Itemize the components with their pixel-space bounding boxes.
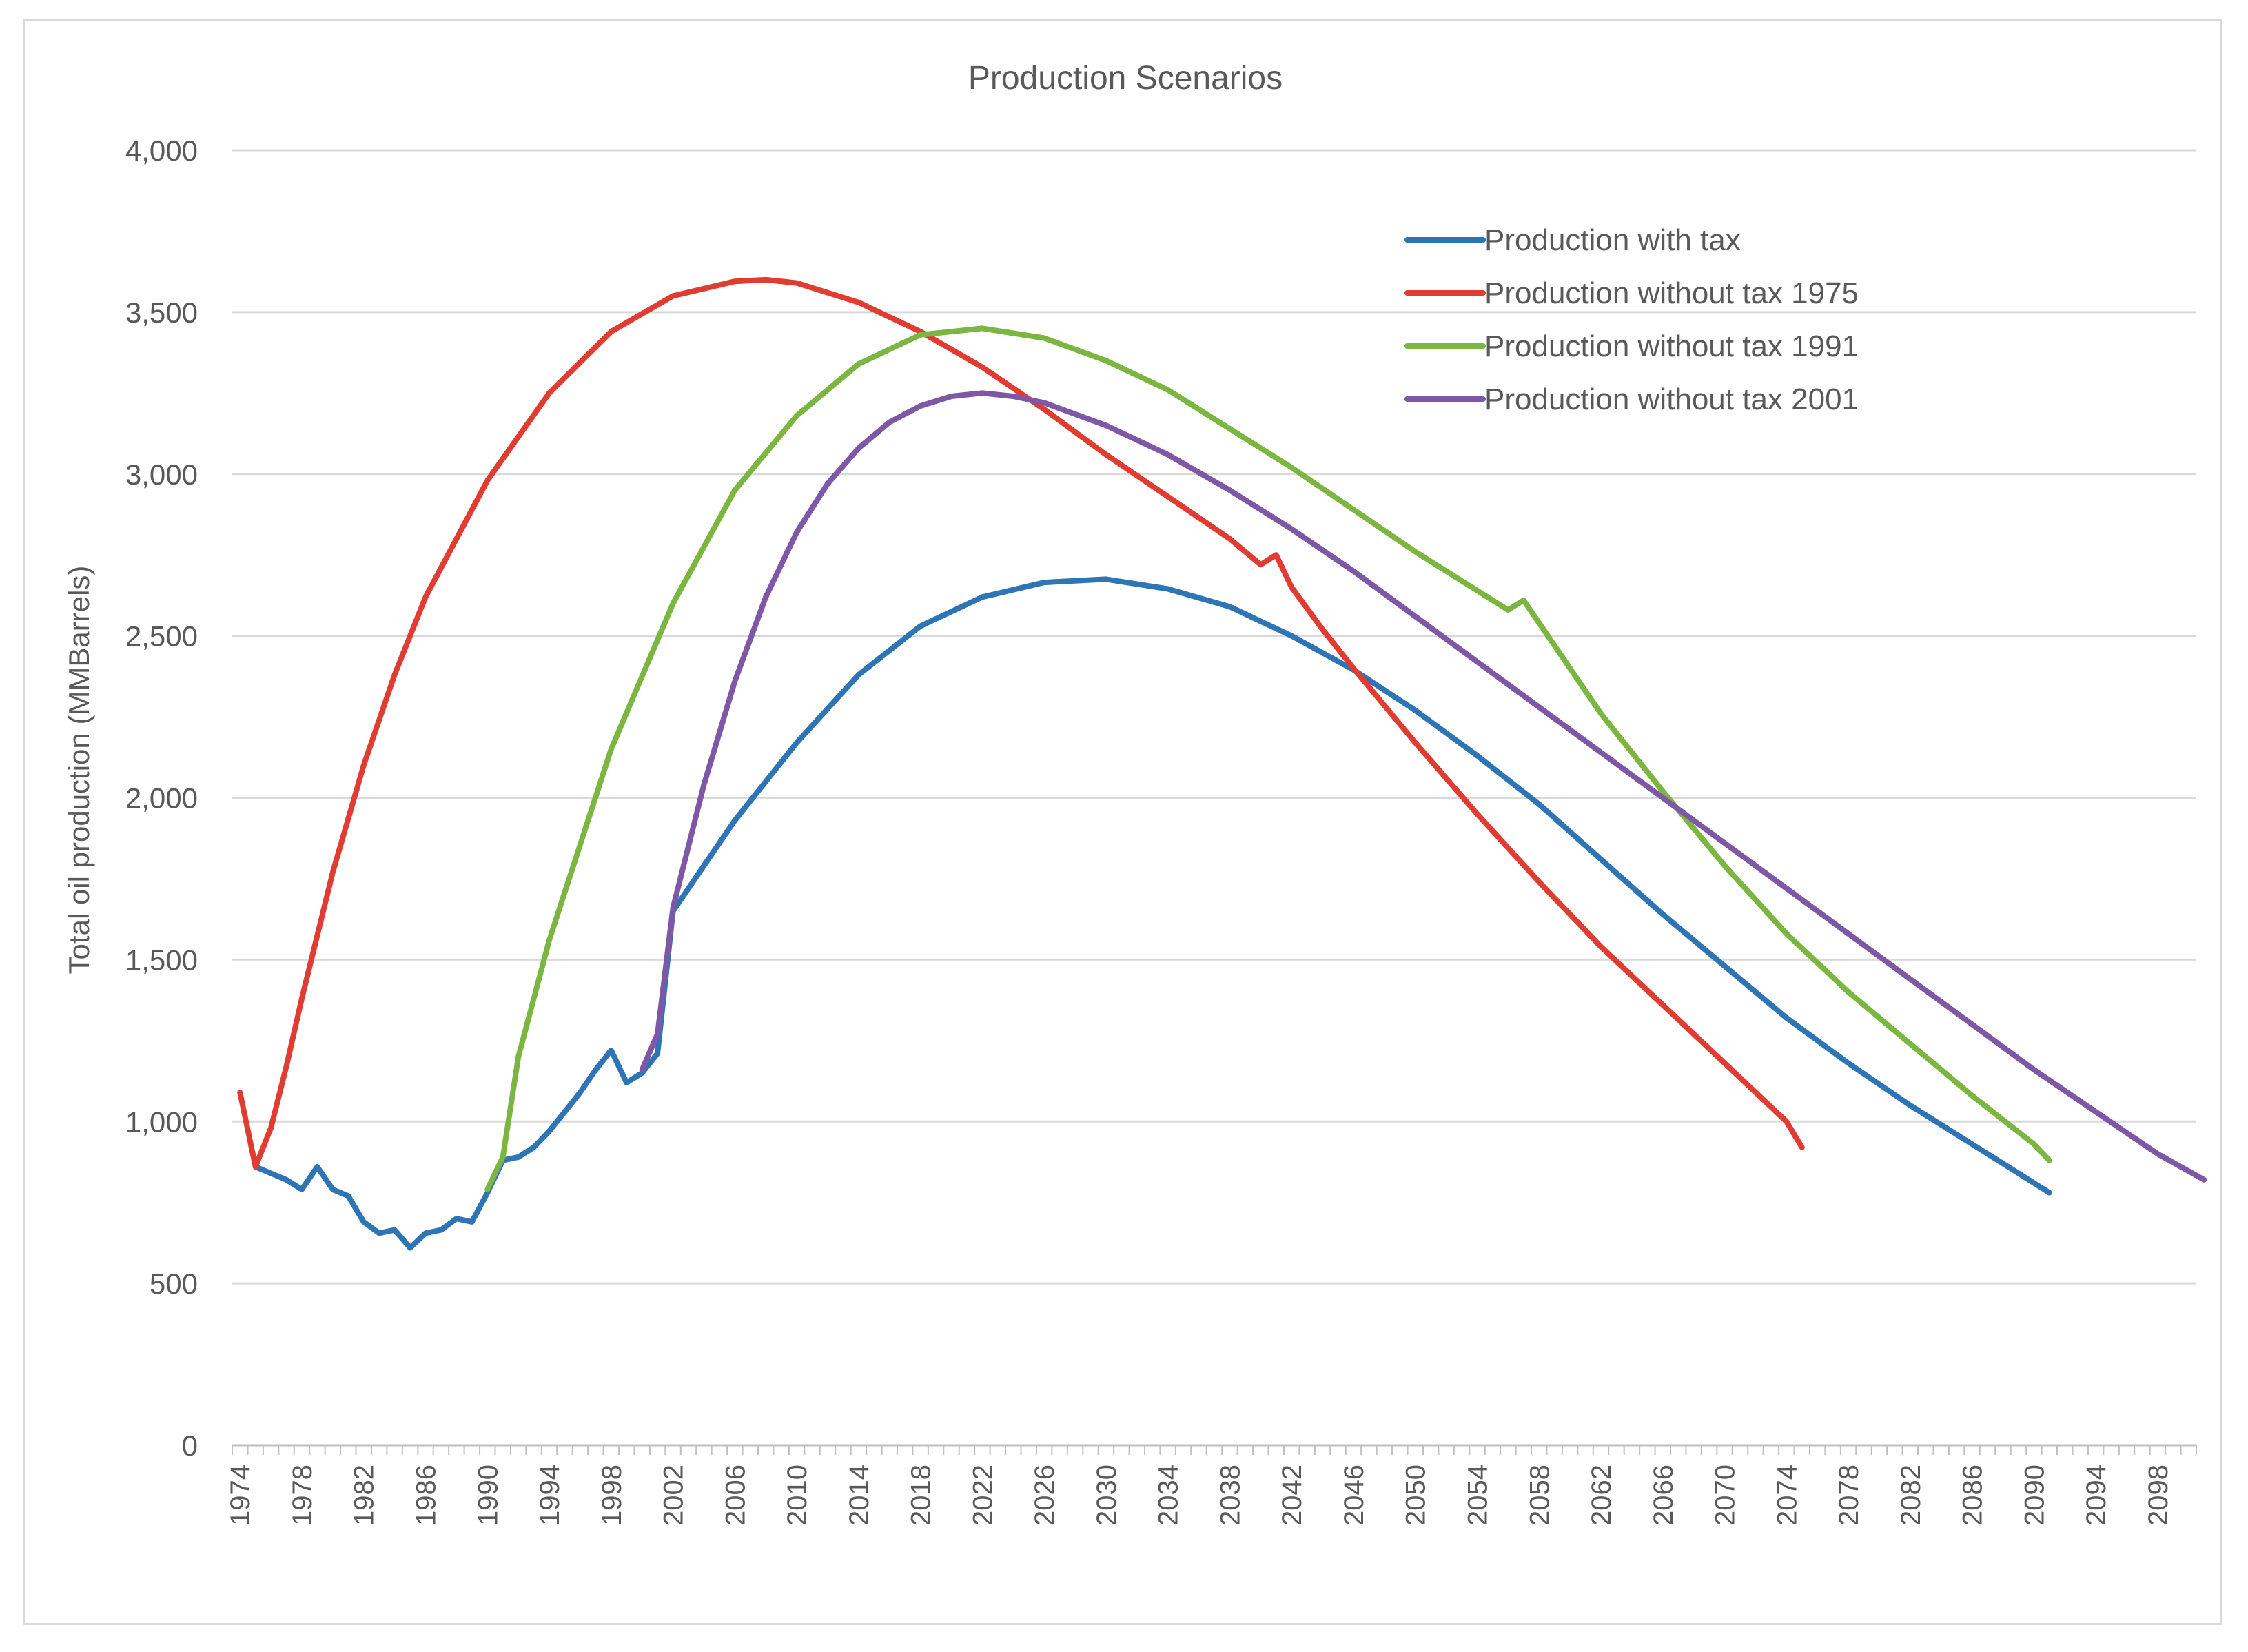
y-tick-label: 2,500 bbox=[125, 620, 198, 653]
x-tick-label: 2030 bbox=[1092, 1465, 1122, 1526]
x-tick-label: 2074 bbox=[1772, 1465, 1802, 1526]
legend-label: Production with tax bbox=[1484, 223, 1741, 257]
series-line-4 bbox=[639, 390, 2207, 1183]
legend-label: Production without tax 1991 bbox=[1484, 329, 1859, 363]
x-tick-label: 1974 bbox=[225, 1465, 256, 1526]
x-tick-label: 2082 bbox=[1896, 1465, 1926, 1526]
y-tick-label: 4,000 bbox=[125, 134, 198, 167]
x-tick-label: 2090 bbox=[2019, 1465, 2050, 1526]
series-lines bbox=[237, 276, 2207, 1251]
x-tick-label: 2086 bbox=[1958, 1465, 1988, 1526]
series-line-2 bbox=[237, 276, 1805, 1170]
y-tick-label: 3,000 bbox=[125, 458, 198, 491]
x-tick-label: 1978 bbox=[287, 1465, 318, 1526]
x-tick-label: 1986 bbox=[411, 1465, 442, 1526]
gridlines bbox=[232, 149, 2196, 1285]
y-axis-label: Total oil production (MMBarrels) bbox=[63, 566, 95, 975]
chart-svg: Production Scenarios Total oil productio… bbox=[63, 60, 2207, 1526]
legend: Production with tax Production without ta… bbox=[1404, 223, 1859, 416]
y-tick-label: 3,500 bbox=[125, 296, 198, 329]
x-tick-label: 2098 bbox=[2143, 1465, 2174, 1526]
chart-frame: Production Scenarios Total oil productio… bbox=[23, 19, 2222, 1625]
x-tick-label: 2006 bbox=[720, 1465, 750, 1526]
x-tick-label: 2010 bbox=[782, 1465, 813, 1526]
legend-label: Production without tax 2001 bbox=[1484, 383, 1859, 416]
y-tick-label: 0 bbox=[182, 1429, 198, 1462]
x-tick-label: 1990 bbox=[473, 1465, 503, 1526]
x-tick-label: 2070 bbox=[1710, 1465, 1741, 1526]
y-tick-label: 1,500 bbox=[125, 944, 198, 976]
y-tick-label: 2,000 bbox=[125, 782, 198, 815]
x-tick-label: 1994 bbox=[535, 1465, 565, 1526]
x-tick-label: 1982 bbox=[349, 1465, 380, 1526]
y-tick-label: 1,000 bbox=[125, 1105, 198, 1138]
x-axis: 1974 1978 1982 1986 1990 1994 1998 2002 2006 2010… bbox=[225, 1444, 2197, 1526]
x-tick-label: 2050 bbox=[1401, 1465, 1431, 1526]
y-tick-label: 500 bbox=[150, 1267, 198, 1300]
x-tick-label: 2034 bbox=[1154, 1465, 1184, 1526]
x-tick-label: 2014 bbox=[844, 1465, 875, 1526]
series-line-1 bbox=[252, 576, 2052, 1251]
x-tick-label: 2038 bbox=[1215, 1465, 1245, 1526]
x-tick-label: 2018 bbox=[906, 1465, 937, 1526]
x-tick-label: 2066 bbox=[1648, 1465, 1679, 1526]
x-tick-label: 2054 bbox=[1462, 1465, 1493, 1526]
x-tick-label: 2042 bbox=[1277, 1465, 1307, 1526]
x-tick-label: 2094 bbox=[2081, 1465, 2112, 1526]
y-tick-labels: 0 500 1,000 1,500 2,000 2,500 3,000 3,500 4,000 bbox=[125, 134, 198, 1462]
legend-label: Production without tax 1975 bbox=[1484, 276, 1859, 310]
x-tick-label: 2046 bbox=[1339, 1465, 1369, 1526]
x-tick-label: 2078 bbox=[1834, 1465, 1864, 1526]
x-tick-label: 2026 bbox=[1030, 1465, 1060, 1526]
series-line-3 bbox=[484, 325, 2052, 1192]
chart-title: Production Scenarios bbox=[968, 60, 1283, 96]
x-tick-label: 1998 bbox=[597, 1465, 627, 1526]
x-tick-label: 2002 bbox=[659, 1465, 689, 1526]
x-tick-label: 2062 bbox=[1586, 1465, 1617, 1526]
x-tick-label: 2022 bbox=[968, 1465, 998, 1526]
x-tick-label: 2058 bbox=[1524, 1465, 1555, 1526]
